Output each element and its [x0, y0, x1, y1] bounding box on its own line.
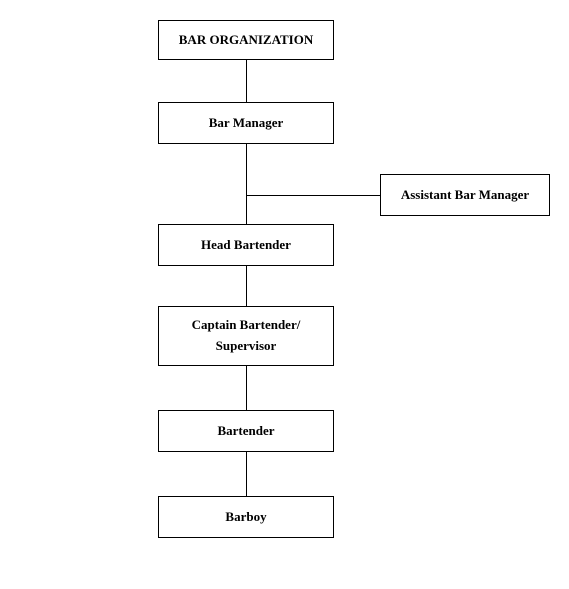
- node-assistant-bar-manager: Assistant Bar Manager: [380, 174, 550, 216]
- node-bar-manager-label: Bar Manager: [209, 113, 284, 134]
- edge-to-assistant: [246, 195, 380, 196]
- node-title-label: BAR ORGANIZATION: [179, 30, 313, 51]
- edge-title-to-manager: [246, 60, 247, 102]
- edge-captain-to-bartender: [246, 366, 247, 410]
- node-barboy: Barboy: [158, 496, 334, 538]
- edge-head-to-captain: [246, 266, 247, 306]
- edge-manager-to-head: [246, 144, 247, 224]
- node-head-bartender: Head Bartender: [158, 224, 334, 266]
- node-barboy-label: Barboy: [225, 507, 266, 528]
- node-head-bartender-label: Head Bartender: [201, 235, 291, 256]
- node-bar-manager: Bar Manager: [158, 102, 334, 144]
- node-assistant-label: Assistant Bar Manager: [401, 185, 529, 206]
- node-bartender: Bartender: [158, 410, 334, 452]
- edge-bartender-to-barboy: [246, 452, 247, 496]
- node-captain-supervisor: Captain Bartender/ Supervisor: [158, 306, 334, 366]
- node-bartender-label: Bartender: [217, 421, 274, 442]
- node-captain-label: Captain Bartender/ Supervisor: [192, 315, 301, 357]
- node-title: BAR ORGANIZATION: [158, 20, 334, 60]
